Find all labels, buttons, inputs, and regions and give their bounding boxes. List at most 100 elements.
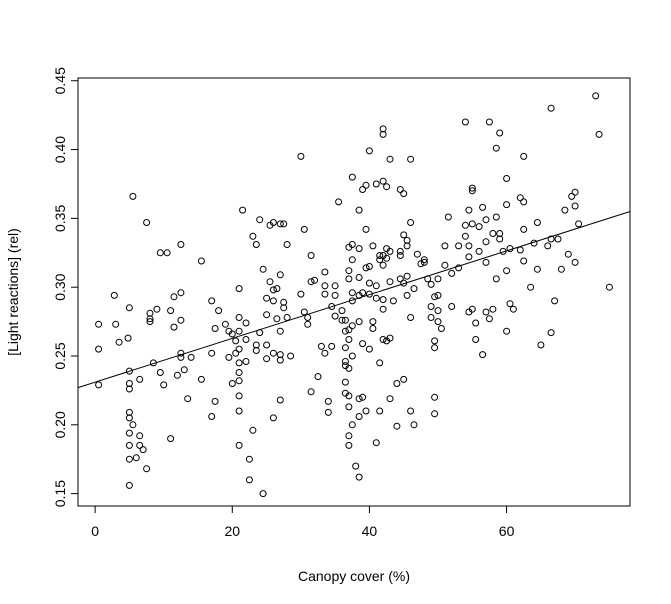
data-point [564,250,572,258]
data-point [321,349,329,357]
data-point [266,278,274,286]
data-point [345,326,353,334]
data-point [129,192,137,200]
plot-frame [77,77,631,507]
data-point [156,249,164,257]
data-point [269,297,277,305]
data-point [125,481,133,489]
data-point [341,344,349,352]
data-point [465,206,473,214]
data-point [235,314,243,321]
data-point [479,351,487,359]
data-point [177,289,185,297]
data-point [396,275,404,283]
data-point [386,334,394,342]
data-point [341,327,349,335]
data-point [163,249,171,257]
data-point [482,216,490,224]
data-point [561,206,569,214]
data-point [221,320,229,328]
data-point [468,184,476,192]
data-point [263,294,271,302]
data-point [372,294,380,302]
data-point [468,220,476,228]
data-point [235,345,243,353]
data-point [249,426,257,434]
data-point [547,235,555,243]
data-point [427,314,435,321]
data-point [307,252,315,259]
data-point [331,312,339,320]
data-point [263,311,271,319]
data-point [365,147,373,155]
data-point [160,381,168,389]
data-point [125,429,133,437]
data-point [235,377,243,385]
data-point [437,325,445,332]
data-point [345,392,353,400]
data-point [324,397,332,405]
data-point [263,355,271,363]
data-point [431,393,439,401]
data-point [173,371,181,379]
data-point [482,258,490,266]
data-point [136,375,144,383]
data-point [365,345,373,353]
data-point [208,349,216,357]
data-point [269,219,277,226]
data-point [482,238,490,246]
data-point [348,173,356,181]
data-point [245,455,253,463]
data-point [232,349,240,357]
data-point [568,192,576,200]
data-point [211,397,219,405]
data-point [146,318,154,326]
data-point [379,177,387,185]
data-point [177,241,185,248]
data-point [407,219,415,226]
data-point [245,476,253,484]
data-point [441,261,449,269]
data-point [434,318,442,326]
data-point [345,275,353,283]
data-point [376,407,384,415]
data-point [324,408,332,416]
data-point [605,283,613,291]
data-point [485,118,493,126]
data-point [228,330,236,338]
data-point [496,235,504,243]
data-point [554,235,562,243]
data-point [321,268,329,276]
data-point [273,315,281,323]
data-point [335,198,343,206]
data-point [355,318,363,326]
data-point [365,279,373,287]
data-point [431,410,439,418]
data-point [393,380,401,387]
data-point [400,231,408,239]
data-point [235,392,243,400]
data-point [256,216,264,224]
data-point [355,274,363,281]
data-point [348,241,356,248]
data-point [341,378,349,386]
data-point [345,364,353,372]
data-point [139,446,147,454]
data-point [475,223,483,231]
data-point [263,341,271,349]
data-point [372,180,380,188]
data-point [143,465,151,473]
data-point [520,152,528,160]
data-point [557,265,565,273]
data-point [592,92,600,100]
data-point [420,256,428,264]
data-point [355,413,363,420]
data-point [427,280,435,288]
y-tick-label: 0.15 [52,480,68,507]
data-point [242,319,250,327]
data-point [167,435,175,443]
data-point [287,352,295,360]
data-point [503,327,511,335]
data-point [407,407,415,415]
data-point [362,181,370,189]
